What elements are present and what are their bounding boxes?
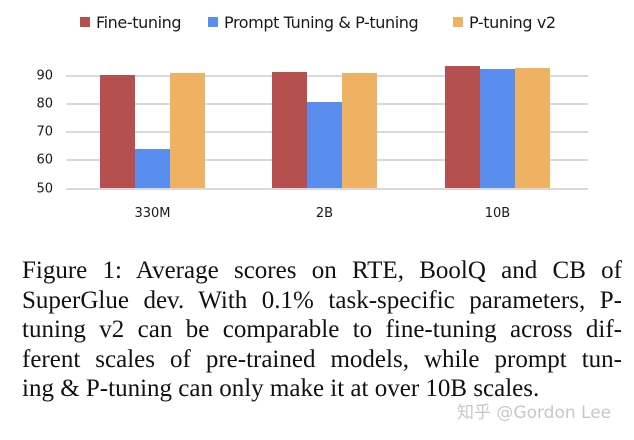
- legend-swatch-p-tuning-v2: [453, 17, 463, 27]
- x-tick-label: 330M: [134, 206, 171, 221]
- y-tick-label: 60: [36, 152, 53, 168]
- bar-10b-2: [515, 67, 550, 189]
- y-tick-label: 80: [36, 96, 53, 112]
- caption-line: SuperGlue dev. With 0.1% task-specific p…: [22, 286, 622, 314]
- y-tick-label: 90: [36, 68, 53, 84]
- caption-line: ferent scales of pre-trained models, whi…: [22, 345, 622, 373]
- y-tick-label: 50: [36, 181, 53, 196]
- gridline: [66, 74, 588, 77]
- y-tick-label: 70: [36, 124, 53, 140]
- x-tick-label: 2B: [315, 206, 334, 221]
- chart-legend: Fine-tuning Prompt Tuning & P-tuning P-t…: [0, 10, 634, 34]
- legend-swatch-prompt-tuning: [208, 17, 218, 27]
- legend-item-p-tuning-v2: P-tuning v2: [453, 10, 556, 34]
- legend-item-fine-tuning: Fine-tuning: [80, 10, 182, 34]
- legend-item-prompt-tuning: Prompt Tuning & P-tuning: [208, 10, 419, 34]
- caption-line: ing & P-tuning can only make it at over …: [22, 375, 540, 402]
- bar-330m-0: [100, 74, 135, 189]
- bar-2b-0: [272, 71, 307, 189]
- bar-10b-0: [445, 65, 480, 189]
- watermark: 知乎 @Gordon Lee: [457, 403, 612, 423]
- bar-330m-2: [170, 73, 205, 189]
- gridline: [66, 187, 588, 190]
- bar-2b-1: [307, 101, 342, 189]
- x-tick-label: 10B: [484, 206, 511, 221]
- bar-chart-plot-area: 50 60 70 80 90 330M 2B 10B: [36, 65, 588, 221]
- bar-330m-1: [135, 148, 170, 189]
- figure-caption: Figure 1: Average scores on RTE, BoolQ a…: [22, 256, 622, 404]
- caption-line: tuning v2 can be comparable to fine-tuni…: [22, 316, 622, 343]
- legend-label: P-tuning v2: [469, 12, 556, 32]
- bar-2b-2: [342, 73, 377, 189]
- bar-10b-1: [480, 69, 515, 189]
- legend-label: Prompt Tuning & P-tuning: [224, 12, 419, 32]
- caption-line: Figure 1: Average scores on RTE, BoolQ a…: [22, 257, 622, 284]
- legend-swatch-fine-tuning: [80, 17, 90, 27]
- legend-label: Fine-tuning: [96, 12, 182, 32]
